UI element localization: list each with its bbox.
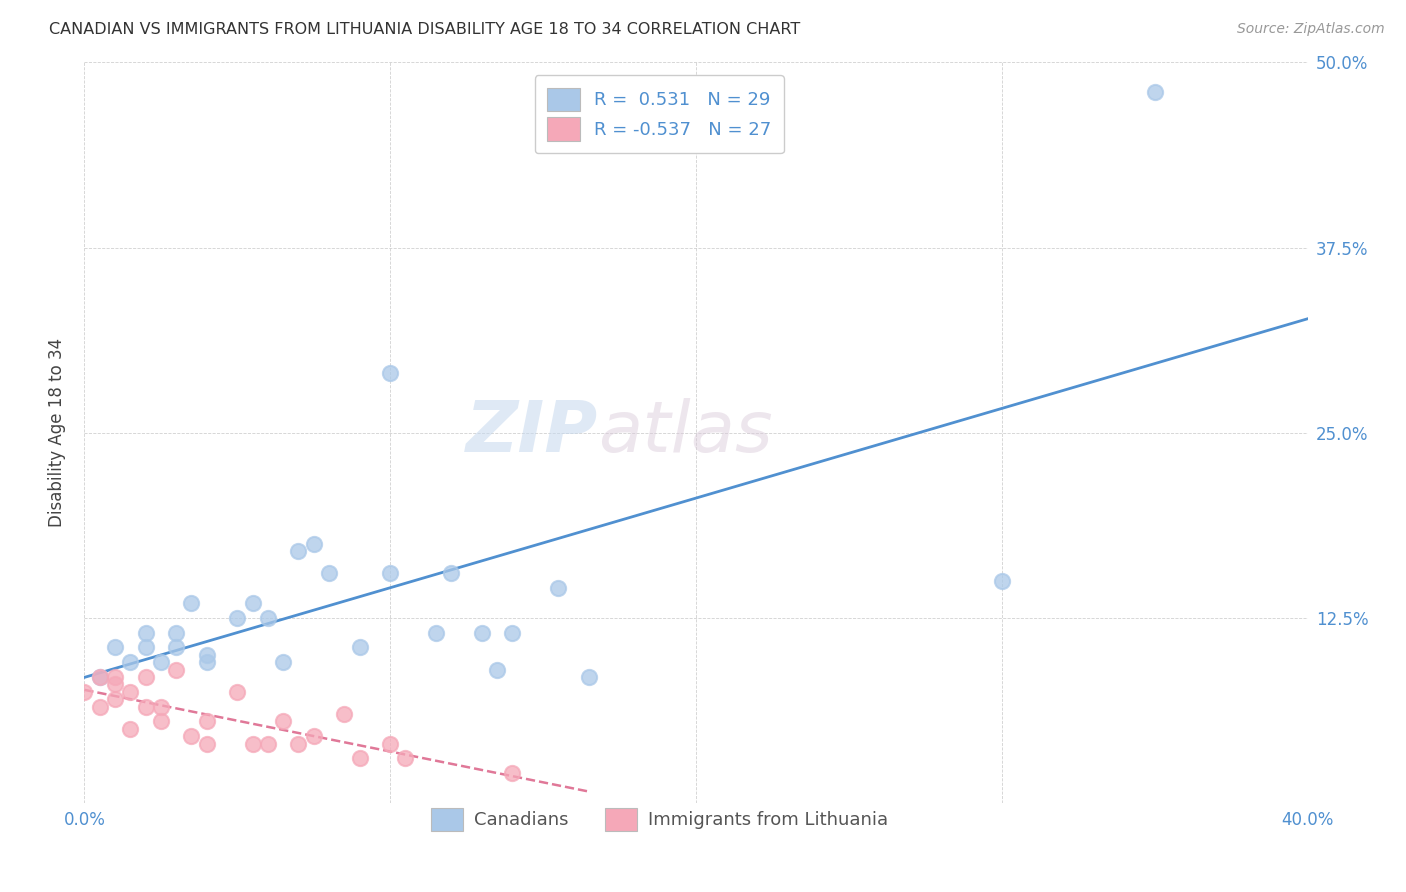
Point (302, 536, 325, 550)
Point (89, 670, 111, 684)
Point (89, 670, 111, 684)
Point (242, 737, 264, 751)
Point (73, 685, 96, 699)
Point (333, 706, 356, 721)
Point (135, 640, 157, 655)
Text: ZIP: ZIP (465, 398, 598, 467)
Point (547, 581, 569, 595)
Point (578, 670, 600, 684)
Point (1143, 85, 1166, 99)
Point (242, 596, 264, 610)
Point (180, 596, 202, 610)
Point (257, 737, 280, 751)
Point (287, 544, 309, 558)
Point (120, 685, 142, 699)
Point (271, 714, 294, 729)
Text: Source: ZipAtlas.com: Source: ZipAtlas.com (1237, 22, 1385, 37)
Point (195, 655, 218, 669)
Point (991, 574, 1014, 588)
Point (104, 640, 127, 655)
Point (226, 610, 249, 624)
Point (149, 699, 172, 714)
Point (380, 566, 402, 581)
Point (394, 751, 416, 765)
Point (226, 685, 249, 699)
Point (149, 714, 172, 729)
Point (257, 610, 280, 624)
Point (135, 625, 157, 640)
Point (195, 737, 218, 751)
Point (380, 367, 402, 381)
Point (120, 655, 142, 669)
Point (471, 625, 494, 640)
Point (89, 699, 111, 714)
Legend: Canadians, Immigrants from Lithuania: Canadians, Immigrants from Lithuania (423, 800, 896, 838)
Point (440, 566, 463, 581)
Text: CANADIAN VS IMMIGRANTS FROM LITHUANIA DISABILITY AGE 18 TO 34 CORRELATION CHART: CANADIAN VS IMMIGRANTS FROM LITHUANIA DI… (49, 22, 800, 37)
Point (349, 751, 371, 765)
Point (195, 714, 218, 729)
Point (486, 663, 509, 677)
Point (104, 670, 127, 684)
Point (502, 625, 524, 640)
Point (180, 729, 202, 743)
Point (165, 625, 187, 640)
Point (302, 729, 325, 743)
Point (502, 766, 524, 780)
Point (104, 692, 127, 706)
Point (380, 737, 402, 751)
Point (271, 655, 294, 669)
Point (120, 722, 142, 736)
Point (287, 737, 309, 751)
Point (195, 648, 218, 662)
Point (425, 625, 447, 640)
Y-axis label: Disability Age 18 to 34: Disability Age 18 to 34 (48, 338, 66, 527)
Point (135, 699, 157, 714)
Text: atlas: atlas (598, 398, 773, 467)
Point (149, 655, 172, 669)
Point (135, 670, 157, 684)
Point (104, 677, 127, 691)
Point (165, 640, 187, 655)
Point (318, 566, 340, 581)
Point (165, 663, 187, 677)
Point (349, 640, 371, 655)
